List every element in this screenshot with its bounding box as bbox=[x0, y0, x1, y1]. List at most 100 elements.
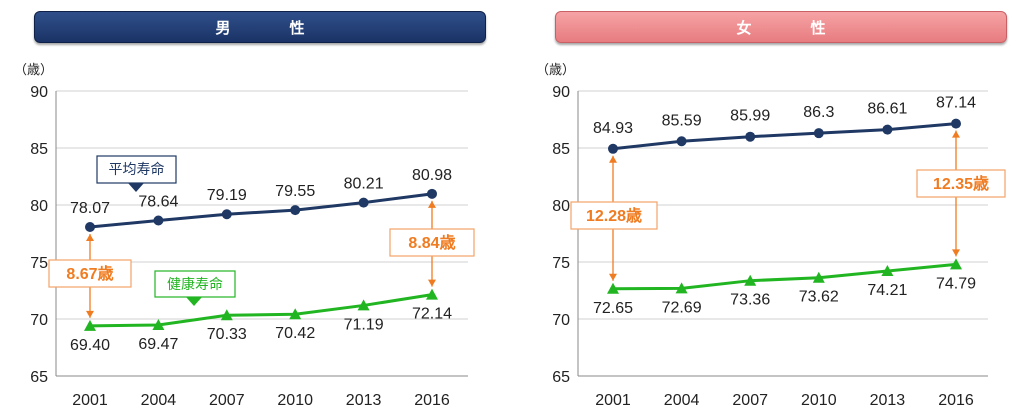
data-point bbox=[675, 282, 688, 294]
x-tick-label: 2007 bbox=[732, 392, 768, 409]
y-tick-label: 90 bbox=[30, 84, 48, 101]
female-chart: 65 70 75 80 85 90 （歳） 2001 2004 2007 2010 2013 2016 1… bbox=[536, 62, 1006, 409]
y-tick-label: 70 bbox=[30, 312, 48, 329]
female-panel: 女 性 65 70 75 80 85 90 （歳） 2001 2004 2007 2010 2013 2… bbox=[512, 0, 1024, 420]
data-point bbox=[357, 299, 370, 311]
legend-box bbox=[154, 270, 236, 298]
data-label: 72.69 bbox=[662, 299, 702, 316]
data-point bbox=[427, 188, 437, 199]
data-label: 74.21 bbox=[867, 282, 907, 299]
data-label: 70.33 bbox=[207, 326, 247, 343]
data-label: 72.65 bbox=[593, 300, 633, 317]
gap-label: 8.67歳 bbox=[66, 264, 113, 283]
data-label: 73.62 bbox=[799, 289, 839, 306]
gap-label: 8.84歳 bbox=[408, 233, 455, 252]
gap-label: 12.28歳 bbox=[586, 206, 642, 225]
data-point bbox=[951, 118, 961, 129]
data-point bbox=[426, 288, 438, 300]
y-tick-label: 80 bbox=[552, 198, 570, 215]
y-tick-label: 85 bbox=[30, 141, 48, 158]
data-point bbox=[676, 136, 687, 147]
legend-box bbox=[96, 155, 177, 184]
data-point bbox=[607, 282, 619, 294]
y-unit-label: （歳） bbox=[14, 62, 53, 77]
y-unit-label: （歳） bbox=[536, 62, 575, 77]
x-tick-label: 2013 bbox=[870, 392, 906, 409]
legend-pointer bbox=[128, 183, 144, 192]
data-point bbox=[744, 274, 757, 286]
x-tick-label: 2010 bbox=[277, 392, 313, 409]
data-point bbox=[882, 124, 893, 135]
data-label: 74.79 bbox=[936, 275, 976, 292]
data-point bbox=[358, 197, 369, 208]
data-label: 78.07 bbox=[70, 200, 110, 217]
data-label: 69.47 bbox=[138, 336, 178, 353]
x-tick-label: 2001 bbox=[595, 392, 631, 409]
x-tick-label: 2010 bbox=[801, 392, 837, 409]
data-label: 72.14 bbox=[412, 306, 452, 323]
gap-box bbox=[916, 169, 1006, 198]
data-point bbox=[950, 258, 962, 270]
data-label: 79.55 bbox=[275, 183, 315, 200]
series-line bbox=[612, 262, 957, 291]
y-tick-label: 90 bbox=[552, 84, 570, 101]
data-point bbox=[813, 128, 824, 139]
data-point bbox=[881, 265, 894, 277]
data-label: 84.93 bbox=[593, 120, 633, 137]
x-tick-label: 2004 bbox=[141, 392, 177, 409]
gap-arrow-head-down bbox=[609, 273, 617, 281]
data-label: 69.40 bbox=[70, 337, 110, 354]
data-label: 73.36 bbox=[730, 292, 770, 309]
series-line bbox=[612, 122, 957, 151]
data-label: 79.19 bbox=[207, 187, 247, 204]
data-label: 85.99 bbox=[730, 108, 770, 125]
data-label: 71.19 bbox=[344, 316, 384, 333]
gap-box bbox=[48, 259, 132, 288]
data-point bbox=[221, 209, 232, 220]
data-point bbox=[290, 205, 301, 216]
data-point bbox=[85, 222, 95, 233]
x-tick-label: 2013 bbox=[346, 392, 382, 409]
male-panel: 男 性 65 70 75 80 85 90 （歳） 2001 2004 2007 2010 2013 2… bbox=[14, 11, 486, 409]
data-label: 86.3 bbox=[803, 104, 834, 121]
data-label: 85.59 bbox=[662, 112, 702, 129]
gap-arrow-head-up bbox=[428, 200, 436, 208]
y-tick-label: 85 bbox=[552, 141, 570, 158]
data-point bbox=[608, 143, 618, 154]
x-tick-label: 2004 bbox=[664, 392, 700, 409]
data-point bbox=[84, 319, 96, 331]
x-tick-label: 2016 bbox=[938, 392, 974, 409]
data-point bbox=[745, 131, 756, 142]
y-tick-label: 70 bbox=[552, 312, 570, 329]
gap-label: 12.35歳 bbox=[933, 174, 989, 193]
data-point bbox=[289, 308, 302, 320]
data-label: 78.64 bbox=[138, 194, 178, 211]
gap-arrow-head-up bbox=[609, 155, 617, 163]
y-tick-label: 80 bbox=[30, 198, 48, 215]
data-point bbox=[153, 215, 164, 226]
gap-arrow-head-up bbox=[86, 234, 94, 242]
legend-label: 平均寿命 bbox=[109, 161, 165, 177]
male-header: 男 性 bbox=[34, 11, 486, 43]
series-line bbox=[89, 192, 433, 229]
gap-box bbox=[389, 228, 475, 257]
legend-pointer bbox=[186, 297, 202, 306]
data-label: 80.21 bbox=[344, 176, 384, 193]
data-point bbox=[152, 319, 165, 331]
data-label: 80.98 bbox=[412, 167, 452, 184]
data-label: 86.61 bbox=[867, 101, 907, 118]
series-line bbox=[89, 293, 433, 328]
y-tick-label: 65 bbox=[552, 369, 570, 386]
data-label: 87.14 bbox=[936, 95, 976, 112]
legend-label: 健康寿命 bbox=[167, 276, 223, 292]
gap-box bbox=[570, 201, 658, 230]
female-header: 女 性 bbox=[555, 11, 1007, 43]
gap-arrow-head-down bbox=[428, 279, 436, 287]
data-point bbox=[812, 271, 825, 283]
gap-arrow-head-down bbox=[952, 249, 960, 257]
y-tick-label: 65 bbox=[30, 369, 48, 386]
data-point bbox=[220, 309, 233, 321]
male-chart: 65 70 75 80 85 90 （歳） 2001 2004 2007 2010 2013 2016 8… bbox=[14, 62, 475, 409]
x-tick-label: 2001 bbox=[72, 392, 108, 409]
y-tick-label: 75 bbox=[30, 255, 48, 272]
